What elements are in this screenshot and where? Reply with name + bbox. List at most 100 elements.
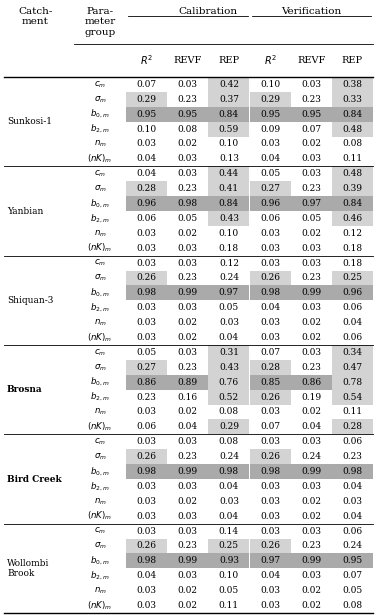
- Bar: [126, 449, 167, 464]
- Text: 0.98: 0.98: [343, 467, 362, 476]
- Text: 0.96: 0.96: [136, 199, 157, 208]
- Text: 0.23: 0.23: [178, 363, 198, 372]
- Text: $b_{2,m}$: $b_{2,m}$: [90, 301, 110, 314]
- Text: 0.97: 0.97: [301, 199, 321, 208]
- Bar: [250, 554, 291, 568]
- Text: 0.04: 0.04: [301, 423, 321, 431]
- Text: 0.12: 0.12: [343, 229, 362, 238]
- Bar: [208, 77, 250, 92]
- Text: 0.97: 0.97: [260, 557, 280, 565]
- Text: 0.84: 0.84: [219, 109, 239, 119]
- Text: 0.23: 0.23: [178, 541, 198, 550]
- Text: 0.03: 0.03: [178, 571, 198, 581]
- Text: 0.11: 0.11: [343, 408, 362, 416]
- Bar: [291, 554, 332, 568]
- Text: 0.03: 0.03: [301, 437, 321, 446]
- Text: $n_m$: $n_m$: [94, 407, 106, 417]
- Text: 0.03: 0.03: [260, 259, 280, 268]
- Text: 0.02: 0.02: [178, 333, 198, 342]
- Text: 0.24: 0.24: [301, 452, 321, 461]
- Bar: [126, 181, 167, 196]
- Text: 0.08: 0.08: [178, 125, 198, 133]
- Text: 0.96: 0.96: [343, 288, 362, 298]
- Text: 0.98: 0.98: [260, 467, 280, 476]
- Text: Calibration: Calibration: [179, 7, 238, 16]
- Text: 0.03: 0.03: [136, 303, 156, 312]
- Bar: [291, 375, 332, 390]
- Text: $b_{0,m}$: $b_{0,m}$: [90, 466, 110, 478]
- Text: 0.34: 0.34: [343, 348, 362, 357]
- Text: 0.18: 0.18: [343, 244, 362, 253]
- Text: 0.05: 0.05: [342, 586, 362, 595]
- Bar: [250, 375, 291, 390]
- Text: 0.84: 0.84: [343, 109, 362, 119]
- Text: 0.03: 0.03: [136, 259, 156, 268]
- Text: 0.03: 0.03: [301, 571, 321, 581]
- Text: $n_m$: $n_m$: [94, 585, 106, 596]
- Text: 0.13: 0.13: [219, 154, 239, 164]
- Text: 0.98: 0.98: [178, 199, 198, 208]
- Text: 0.03: 0.03: [260, 497, 280, 506]
- Text: REP: REP: [218, 56, 240, 65]
- Text: 0.03: 0.03: [219, 318, 239, 327]
- Text: $\sigma_m$: $\sigma_m$: [94, 94, 106, 105]
- Text: 0.95: 0.95: [136, 109, 157, 119]
- Text: 0.99: 0.99: [301, 288, 321, 298]
- Text: $b_{0,m}$: $b_{0,m}$: [90, 555, 110, 567]
- Bar: [332, 122, 373, 137]
- Text: 0.19: 0.19: [301, 392, 321, 402]
- Text: Catch-
ment: Catch- ment: [18, 7, 53, 26]
- Text: 0.07: 0.07: [301, 125, 321, 133]
- Text: 0.02: 0.02: [301, 229, 321, 238]
- Text: REP: REP: [342, 56, 363, 65]
- Text: 0.16: 0.16: [178, 392, 198, 402]
- Text: 0.26: 0.26: [260, 452, 280, 461]
- Bar: [167, 464, 208, 479]
- Bar: [126, 539, 167, 554]
- Text: 0.26: 0.26: [260, 541, 280, 550]
- Text: $R^2$: $R^2$: [264, 54, 277, 68]
- Text: 0.03: 0.03: [136, 318, 156, 327]
- Text: 0.23: 0.23: [178, 274, 198, 282]
- Text: 0.37: 0.37: [219, 95, 239, 104]
- Text: 0.03: 0.03: [301, 348, 321, 357]
- Bar: [126, 464, 167, 479]
- Text: $b_{0,m}$: $b_{0,m}$: [90, 108, 110, 121]
- Text: 0.99: 0.99: [178, 467, 198, 476]
- Text: 0.95: 0.95: [342, 557, 362, 565]
- Text: 0.03: 0.03: [301, 482, 321, 491]
- Text: 0.98: 0.98: [136, 288, 157, 298]
- Text: 0.86: 0.86: [301, 378, 321, 387]
- Bar: [208, 375, 250, 390]
- Text: 0.18: 0.18: [219, 244, 239, 253]
- Text: 0.02: 0.02: [301, 497, 321, 506]
- Text: 0.46: 0.46: [343, 214, 362, 223]
- Bar: [208, 196, 250, 211]
- Text: 0.06: 0.06: [343, 526, 362, 536]
- Text: $\sigma_m$: $\sigma_m$: [94, 451, 106, 462]
- Text: 0.06: 0.06: [343, 333, 362, 342]
- Text: 0.33: 0.33: [343, 95, 362, 104]
- Text: 0.05: 0.05: [260, 169, 280, 178]
- Bar: [208, 92, 250, 107]
- Bar: [332, 554, 373, 568]
- Text: 0.03: 0.03: [136, 229, 156, 238]
- Bar: [291, 196, 332, 211]
- Text: 0.02: 0.02: [301, 601, 321, 610]
- Text: 0.07: 0.07: [260, 423, 280, 431]
- Text: 0.07: 0.07: [260, 348, 280, 357]
- Text: REVF: REVF: [297, 56, 326, 65]
- Text: 0.31: 0.31: [219, 348, 239, 357]
- Bar: [332, 285, 373, 300]
- Bar: [291, 107, 332, 122]
- Text: 0.04: 0.04: [260, 303, 280, 312]
- Text: 0.43: 0.43: [219, 214, 239, 223]
- Bar: [208, 285, 250, 300]
- Text: 0.03: 0.03: [260, 244, 280, 253]
- Bar: [208, 166, 250, 181]
- Text: 0.03: 0.03: [219, 497, 239, 506]
- Text: 0.11: 0.11: [343, 154, 362, 164]
- Text: $c_m$: $c_m$: [94, 526, 106, 536]
- Bar: [332, 390, 373, 405]
- Text: $\sigma_m$: $\sigma_m$: [94, 362, 106, 373]
